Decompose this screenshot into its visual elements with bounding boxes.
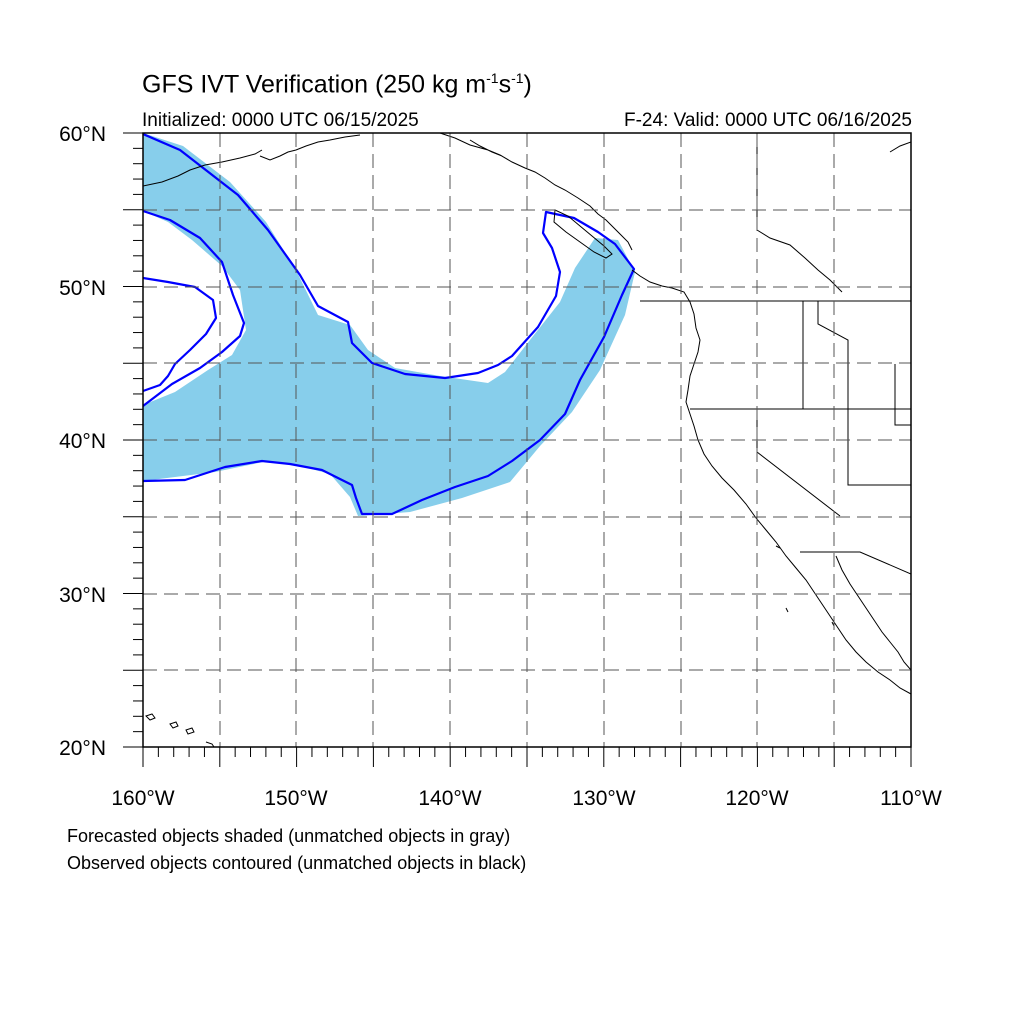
state-borders (690, 133, 911, 575)
latitude-labels: 60°N 50°N 40°N 30°N 20°N (59, 123, 106, 760)
canada-interior-coast (756, 141, 911, 293)
legend-observed: Observed objects contoured (unmatched ob… (67, 853, 527, 873)
map-title: GFS IVT Verification (250 kg m-1s-1) (142, 70, 532, 99)
hawaii-islands (145, 713, 215, 747)
lat-label-40n: 40°N (59, 430, 106, 453)
grid-lines (143, 133, 911, 747)
vancouver-island (553, 209, 613, 259)
legend-forecast: Forecasted objects shaded (unmatched obj… (67, 826, 511, 846)
forecast-ivt-object (143, 133, 635, 516)
observed-contour-inner (143, 276, 218, 393)
lon-label-110w: 110°W (880, 787, 942, 810)
lon-label-160w: 160°W (111, 787, 174, 810)
coastline-alaska (143, 133, 633, 251)
lat-label-30n: 30°N (59, 584, 106, 607)
lon-label-140w: 140°W (418, 787, 481, 810)
coastline-west-coast (631, 269, 911, 695)
observed-contour-west (143, 209, 246, 407)
observed-contour-main (143, 133, 636, 516)
observed-ivt-contours (143, 133, 636, 516)
initialized-time: Initialized: 0000 UTC 06/15/2025 (142, 110, 419, 131)
coastline-baja (835, 555, 911, 671)
channel-islands (775, 545, 835, 627)
lat-label-20n: 20°N (59, 737, 106, 760)
tick-marks (123, 132, 912, 767)
lon-label-120w: 120°W (725, 787, 788, 810)
lat-label-60n: 60°N (59, 123, 106, 146)
longitude-labels: 160°W 150°W 140°W 130°W 120°W 110°W (111, 787, 942, 810)
valid-time: F-24: Valid: 0000 UTC 06/16/2025 (624, 110, 912, 131)
map-content (143, 133, 911, 747)
lon-label-130w: 130°W (572, 787, 635, 810)
lat-label-50n: 50°N (59, 277, 106, 300)
lon-label-150w: 150°W (264, 787, 327, 810)
